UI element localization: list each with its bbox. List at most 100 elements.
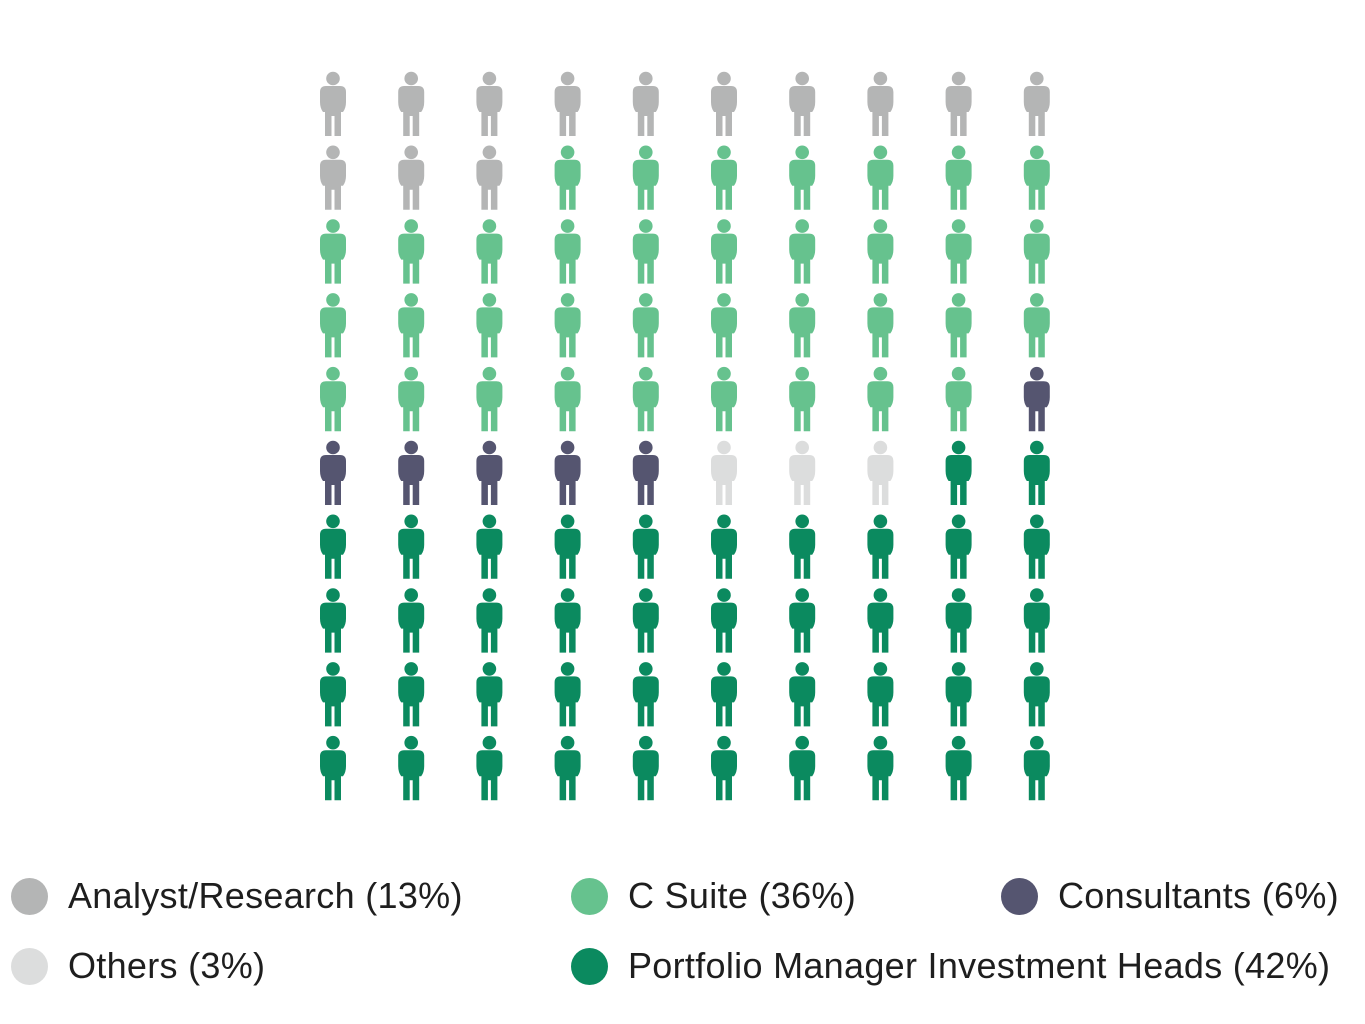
person-icon bbox=[476, 293, 503, 358]
person-icon bbox=[789, 588, 816, 653]
person-icon bbox=[1023, 588, 1050, 653]
person-icon bbox=[398, 366, 425, 432]
person-icon bbox=[867, 514, 894, 579]
person-icon bbox=[398, 293, 425, 358]
person-icon bbox=[320, 71, 346, 136]
person-icon bbox=[320, 293, 346, 358]
person-icon bbox=[554, 735, 581, 801]
person-icon bbox=[711, 514, 737, 579]
person-icon bbox=[554, 71, 581, 136]
person-icon bbox=[789, 662, 816, 727]
person-icon bbox=[632, 588, 659, 653]
person-icon bbox=[476, 145, 503, 210]
person-icon bbox=[554, 219, 581, 284]
person-icon bbox=[789, 440, 816, 505]
person-icon bbox=[398, 662, 425, 727]
person-icon bbox=[320, 219, 346, 284]
person-icon bbox=[867, 735, 894, 801]
person-icon bbox=[320, 588, 346, 653]
person-icon bbox=[554, 440, 581, 505]
person-icon bbox=[711, 145, 737, 210]
person-icon bbox=[945, 735, 972, 801]
person-icon bbox=[320, 440, 346, 505]
person-icon bbox=[1023, 293, 1050, 358]
person-icon bbox=[632, 662, 659, 727]
person-icon bbox=[632, 71, 659, 136]
person-icon bbox=[789, 219, 816, 284]
person-icon bbox=[711, 366, 737, 432]
person-icon bbox=[789, 145, 816, 210]
person-icon bbox=[632, 366, 659, 432]
person-icon bbox=[867, 588, 894, 653]
person-icon bbox=[1023, 440, 1050, 505]
person-icon bbox=[945, 293, 972, 358]
person-icon bbox=[320, 735, 346, 801]
person-icon bbox=[398, 71, 425, 136]
person-icon bbox=[398, 588, 425, 653]
person-icon bbox=[945, 440, 972, 505]
person-icon bbox=[1023, 735, 1050, 801]
person-icon bbox=[632, 514, 659, 579]
person-icon bbox=[945, 514, 972, 579]
person-icon bbox=[632, 219, 659, 284]
person-icon bbox=[945, 662, 972, 727]
person-icon bbox=[320, 514, 346, 579]
person-icon bbox=[632, 145, 659, 210]
person-icon bbox=[1023, 219, 1050, 284]
person-icon bbox=[320, 662, 346, 727]
person-icon bbox=[789, 293, 816, 358]
person-icon bbox=[476, 366, 503, 432]
person-icon bbox=[711, 735, 737, 801]
person-icon bbox=[398, 514, 425, 579]
person-icon bbox=[1023, 662, 1050, 727]
person-icon bbox=[398, 440, 425, 505]
person-icon bbox=[867, 366, 894, 432]
person-icon bbox=[1023, 514, 1050, 579]
person-icon bbox=[320, 366, 346, 432]
person-icon bbox=[945, 366, 972, 432]
person-icon bbox=[476, 735, 503, 801]
person-icon bbox=[867, 145, 894, 210]
person-icon bbox=[945, 588, 972, 653]
person-icon bbox=[476, 440, 503, 505]
person-icon bbox=[554, 293, 581, 358]
person-icon bbox=[867, 662, 894, 727]
person-icon bbox=[476, 219, 503, 284]
person-icon bbox=[632, 293, 659, 358]
person-icon bbox=[632, 735, 659, 801]
person-icon bbox=[711, 588, 737, 653]
person-icon bbox=[554, 366, 581, 432]
person-icon bbox=[398, 145, 425, 210]
person-icon bbox=[867, 71, 894, 136]
person-icon bbox=[476, 514, 503, 579]
person-icon bbox=[711, 71, 737, 136]
person-icon bbox=[320, 145, 346, 210]
person-icon bbox=[476, 662, 503, 727]
person-icon bbox=[789, 71, 816, 136]
person-icon bbox=[398, 219, 425, 284]
person-icon bbox=[1023, 145, 1050, 210]
person-icon bbox=[789, 366, 816, 432]
person-icon bbox=[1023, 366, 1050, 432]
person-icon bbox=[711, 219, 737, 284]
person-icon bbox=[711, 662, 737, 727]
person-icon bbox=[554, 662, 581, 727]
person-icon bbox=[789, 514, 816, 579]
person-icon bbox=[789, 735, 816, 801]
person-icon bbox=[476, 71, 503, 136]
person-icon bbox=[1023, 71, 1050, 136]
person-icon bbox=[945, 145, 972, 210]
person-icon bbox=[476, 588, 503, 653]
person-icon bbox=[867, 219, 894, 284]
person-icon bbox=[554, 514, 581, 579]
person-icon bbox=[867, 440, 894, 505]
person-icon bbox=[554, 145, 581, 210]
person-icon bbox=[632, 440, 659, 505]
person-icon bbox=[554, 588, 581, 653]
person-icon bbox=[398, 735, 425, 801]
person-icon bbox=[867, 293, 894, 358]
person-icon bbox=[945, 219, 972, 284]
person-icon bbox=[945, 71, 972, 136]
person-icon bbox=[711, 440, 737, 505]
